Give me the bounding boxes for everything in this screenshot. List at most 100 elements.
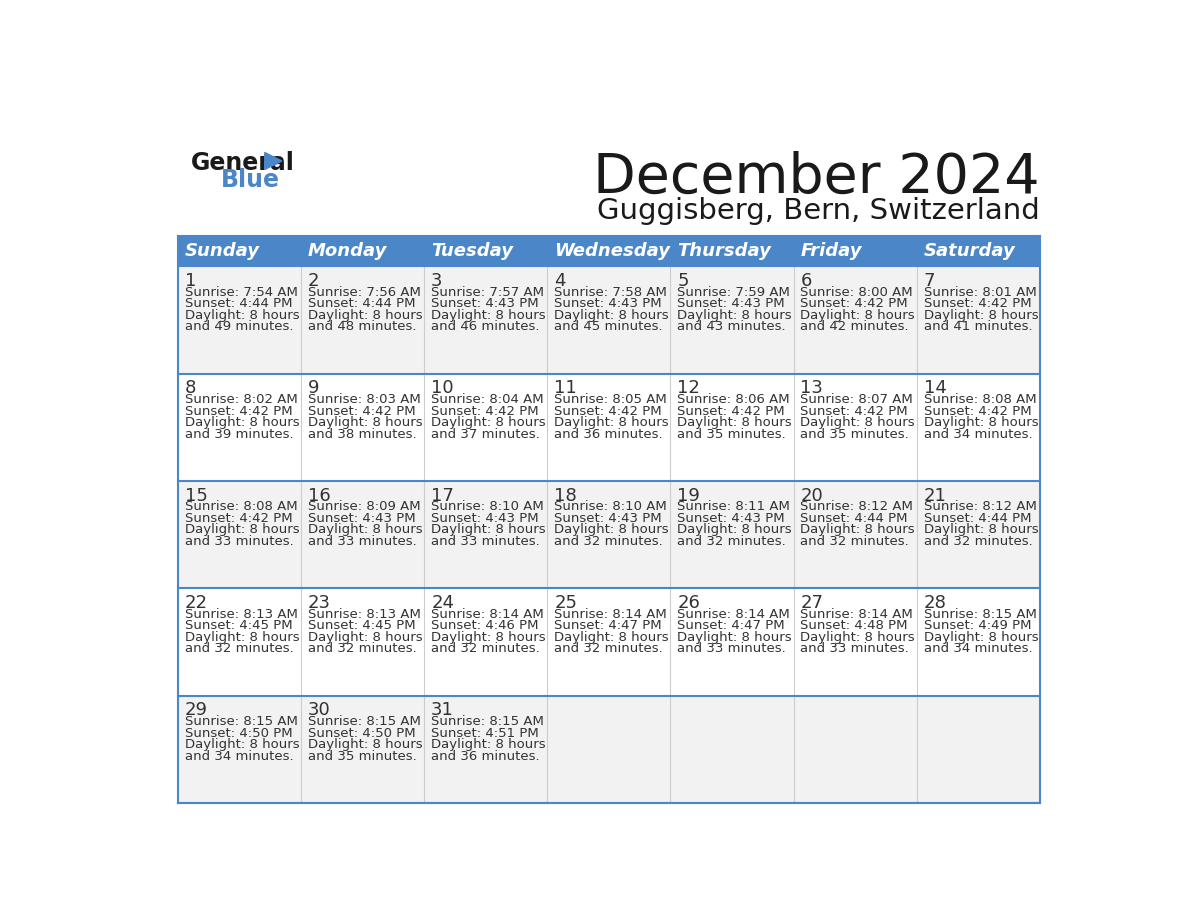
Text: Daylight: 8 hours: Daylight: 8 hours bbox=[431, 523, 545, 536]
Text: Sunrise: 7:59 AM: Sunrise: 7:59 AM bbox=[677, 285, 790, 298]
Text: Daylight: 8 hours: Daylight: 8 hours bbox=[801, 631, 915, 644]
Text: Sunrise: 8:14 AM: Sunrise: 8:14 AM bbox=[431, 608, 544, 621]
Text: Daylight: 8 hours: Daylight: 8 hours bbox=[185, 523, 299, 536]
Text: and 33 minutes.: and 33 minutes. bbox=[801, 643, 909, 655]
Text: Sunrise: 8:13 AM: Sunrise: 8:13 AM bbox=[308, 608, 421, 621]
Text: Sunrise: 7:58 AM: Sunrise: 7:58 AM bbox=[555, 285, 668, 298]
Text: Sunrise: 8:01 AM: Sunrise: 8:01 AM bbox=[923, 285, 1036, 298]
Text: 27: 27 bbox=[801, 594, 823, 612]
Text: and 32 minutes.: and 32 minutes. bbox=[555, 643, 663, 655]
Text: and 34 minutes.: and 34 minutes. bbox=[923, 428, 1032, 441]
Text: Sunset: 4:44 PM: Sunset: 4:44 PM bbox=[308, 297, 416, 310]
Text: and 46 minutes.: and 46 minutes. bbox=[431, 320, 539, 333]
Bar bbox=[794, 236, 917, 266]
Text: 11: 11 bbox=[555, 379, 577, 397]
Text: Daylight: 8 hours: Daylight: 8 hours bbox=[308, 738, 423, 751]
Text: and 33 minutes.: and 33 minutes. bbox=[431, 535, 539, 548]
Bar bbox=[917, 236, 1040, 266]
Text: Sunset: 4:44 PM: Sunset: 4:44 PM bbox=[923, 512, 1031, 525]
Bar bbox=[178, 696, 1040, 803]
Text: and 37 minutes.: and 37 minutes. bbox=[431, 428, 539, 441]
Text: Sunset: 4:42 PM: Sunset: 4:42 PM bbox=[677, 405, 785, 418]
Text: 12: 12 bbox=[677, 379, 700, 397]
Text: 26: 26 bbox=[677, 594, 700, 612]
Text: 30: 30 bbox=[308, 701, 330, 719]
Text: and 32 minutes.: and 32 minutes. bbox=[185, 643, 293, 655]
Text: Sunrise: 8:15 AM: Sunrise: 8:15 AM bbox=[923, 608, 1036, 621]
Text: Sunrise: 8:14 AM: Sunrise: 8:14 AM bbox=[677, 608, 790, 621]
Text: 25: 25 bbox=[555, 594, 577, 612]
Text: 29: 29 bbox=[185, 701, 208, 719]
Text: and 41 minutes.: and 41 minutes. bbox=[923, 320, 1032, 333]
Text: Sunset: 4:43 PM: Sunset: 4:43 PM bbox=[431, 512, 539, 525]
Text: Sunset: 4:45 PM: Sunset: 4:45 PM bbox=[308, 620, 416, 633]
Text: Daylight: 8 hours: Daylight: 8 hours bbox=[555, 631, 669, 644]
Text: Sunset: 4:42 PM: Sunset: 4:42 PM bbox=[431, 405, 539, 418]
Text: Daylight: 8 hours: Daylight: 8 hours bbox=[923, 631, 1038, 644]
Text: Daylight: 8 hours: Daylight: 8 hours bbox=[185, 308, 299, 322]
Text: Daylight: 8 hours: Daylight: 8 hours bbox=[923, 523, 1038, 536]
Text: and 43 minutes.: and 43 minutes. bbox=[677, 320, 786, 333]
Text: Sunrise: 8:12 AM: Sunrise: 8:12 AM bbox=[801, 500, 914, 513]
Polygon shape bbox=[265, 152, 282, 170]
Text: Daylight: 8 hours: Daylight: 8 hours bbox=[677, 631, 792, 644]
Bar bbox=[301, 236, 424, 266]
Text: 10: 10 bbox=[431, 379, 454, 397]
Text: 17: 17 bbox=[431, 487, 454, 505]
Bar bbox=[178, 374, 1040, 481]
Text: Sunset: 4:51 PM: Sunset: 4:51 PM bbox=[431, 727, 539, 740]
Text: Sunrise: 8:14 AM: Sunrise: 8:14 AM bbox=[555, 608, 666, 621]
Text: Sunset: 4:45 PM: Sunset: 4:45 PM bbox=[185, 620, 292, 633]
Text: and 33 minutes.: and 33 minutes. bbox=[677, 643, 786, 655]
Text: Daylight: 8 hours: Daylight: 8 hours bbox=[308, 523, 423, 536]
Text: 7: 7 bbox=[923, 272, 935, 290]
Text: Sunset: 4:49 PM: Sunset: 4:49 PM bbox=[923, 620, 1031, 633]
Text: Daylight: 8 hours: Daylight: 8 hours bbox=[431, 308, 545, 322]
Text: Thursday: Thursday bbox=[677, 242, 771, 260]
Text: Sunrise: 8:02 AM: Sunrise: 8:02 AM bbox=[185, 393, 298, 406]
Text: Sunset: 4:43 PM: Sunset: 4:43 PM bbox=[677, 297, 785, 310]
Text: Sunset: 4:50 PM: Sunset: 4:50 PM bbox=[185, 727, 292, 740]
Text: 5: 5 bbox=[677, 272, 689, 290]
Text: 6: 6 bbox=[801, 272, 811, 290]
Text: and 35 minutes.: and 35 minutes. bbox=[801, 428, 909, 441]
Text: Daylight: 8 hours: Daylight: 8 hours bbox=[923, 308, 1038, 322]
Text: 31: 31 bbox=[431, 701, 454, 719]
Text: Sunrise: 8:04 AM: Sunrise: 8:04 AM bbox=[431, 393, 544, 406]
Text: Sunset: 4:42 PM: Sunset: 4:42 PM bbox=[308, 405, 416, 418]
Text: Sunset: 4:42 PM: Sunset: 4:42 PM bbox=[923, 297, 1031, 310]
Text: 1: 1 bbox=[185, 272, 196, 290]
Text: and 33 minutes.: and 33 minutes. bbox=[185, 535, 293, 548]
Bar bbox=[670, 236, 794, 266]
Text: 20: 20 bbox=[801, 487, 823, 505]
Text: Wednesday: Wednesday bbox=[555, 242, 670, 260]
Text: 3: 3 bbox=[431, 272, 443, 290]
Text: Daylight: 8 hours: Daylight: 8 hours bbox=[801, 308, 915, 322]
Text: Sunrise: 8:15 AM: Sunrise: 8:15 AM bbox=[308, 715, 421, 728]
Text: Daylight: 8 hours: Daylight: 8 hours bbox=[677, 308, 792, 322]
Text: Sunset: 4:42 PM: Sunset: 4:42 PM bbox=[555, 405, 662, 418]
Text: Sunset: 4:47 PM: Sunset: 4:47 PM bbox=[555, 620, 662, 633]
Text: Sunrise: 8:03 AM: Sunrise: 8:03 AM bbox=[308, 393, 421, 406]
Bar bbox=[178, 266, 1040, 374]
Text: Daylight: 8 hours: Daylight: 8 hours bbox=[185, 631, 299, 644]
Text: and 32 minutes.: and 32 minutes. bbox=[431, 643, 539, 655]
Text: Sunrise: 7:57 AM: Sunrise: 7:57 AM bbox=[431, 285, 544, 298]
Text: 21: 21 bbox=[923, 487, 947, 505]
Text: and 32 minutes.: and 32 minutes. bbox=[801, 535, 909, 548]
Text: and 42 minutes.: and 42 minutes. bbox=[801, 320, 909, 333]
Text: Saturday: Saturday bbox=[923, 242, 1016, 260]
Text: 2: 2 bbox=[308, 272, 320, 290]
Text: 9: 9 bbox=[308, 379, 320, 397]
Text: Daylight: 8 hours: Daylight: 8 hours bbox=[555, 308, 669, 322]
Text: and 35 minutes.: and 35 minutes. bbox=[308, 750, 417, 763]
Bar bbox=[548, 236, 670, 266]
Text: and 35 minutes.: and 35 minutes. bbox=[677, 428, 786, 441]
Text: and 45 minutes.: and 45 minutes. bbox=[555, 320, 663, 333]
Text: General: General bbox=[191, 151, 295, 175]
Text: Sunrise: 8:14 AM: Sunrise: 8:14 AM bbox=[801, 608, 914, 621]
Text: Friday: Friday bbox=[801, 242, 862, 260]
Text: 16: 16 bbox=[308, 487, 330, 505]
Text: Blue: Blue bbox=[221, 168, 279, 192]
Text: 15: 15 bbox=[185, 487, 208, 505]
